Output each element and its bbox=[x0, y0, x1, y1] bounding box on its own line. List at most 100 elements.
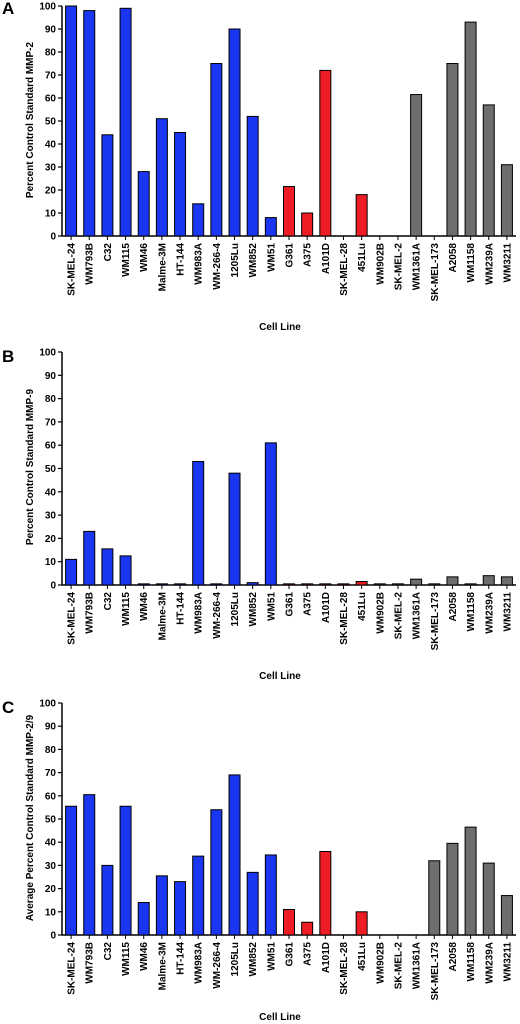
y-tick-label-a: 40 bbox=[45, 140, 57, 151]
bar-b bbox=[119, 555, 132, 586]
category-label-b: C32 bbox=[103, 592, 114, 611]
y-tick-label-b: 60 bbox=[45, 441, 57, 452]
category-label-c: SK-MEL-2 bbox=[393, 942, 404, 990]
category-label-c: WM115 bbox=[121, 942, 132, 976]
category-label-c: WM51 bbox=[266, 942, 277, 971]
y-tick-label-b: 80 bbox=[45, 394, 57, 405]
category-label-a: WM46 bbox=[139, 243, 150, 272]
category-label-b: SK-MEL-173 bbox=[430, 592, 441, 651]
panel-letter-a: A bbox=[2, 0, 14, 18]
category-label-b: WM115 bbox=[121, 592, 132, 626]
category-label-a: WM115 bbox=[121, 243, 132, 277]
category-label-c: WM983A bbox=[194, 942, 205, 984]
y-tick-label-a: 80 bbox=[45, 48, 57, 59]
category-label-c: WM1361A bbox=[412, 942, 423, 989]
y-tick-label-c: 10 bbox=[45, 907, 57, 918]
y-tick-label-a: 50 bbox=[45, 117, 57, 128]
bar-b bbox=[500, 576, 513, 586]
y-axis-label-c: Average Percent Control Standard MMP-2/9 bbox=[25, 714, 36, 921]
y-tick-label-c: 20 bbox=[45, 884, 57, 895]
category-label-c: 1205Lu bbox=[230, 942, 241, 976]
bar-a bbox=[246, 115, 259, 237]
bar-c bbox=[283, 908, 295, 936]
bar-c bbox=[119, 805, 132, 936]
category-label-c: Malme-3M bbox=[157, 942, 168, 990]
bar-c bbox=[301, 921, 314, 936]
category-label-c: WM-266-4 bbox=[212, 942, 223, 989]
category-label-b: WM51 bbox=[266, 592, 277, 621]
bar-a bbox=[192, 203, 205, 237]
category-label-a: SK-MEL-2 bbox=[393, 243, 404, 291]
y-tick-label-b: 30 bbox=[45, 511, 57, 522]
category-label-a: WM1158 bbox=[466, 243, 477, 283]
bar-a bbox=[410, 94, 423, 237]
bar-b bbox=[174, 583, 187, 586]
bar-c bbox=[446, 842, 459, 936]
category-label-c: HT-144 bbox=[176, 942, 187, 975]
category-label-a: G361 bbox=[285, 243, 296, 268]
bar-a bbox=[301, 212, 314, 237]
bar-a bbox=[210, 63, 223, 237]
category-label-b: SK-MEL-24 bbox=[67, 592, 78, 645]
category-label-c: WM1158 bbox=[466, 942, 477, 982]
category-label-a: SK-MEL-173 bbox=[430, 243, 441, 302]
bar-a bbox=[319, 69, 332, 237]
category-label-c: WM239A bbox=[484, 942, 495, 984]
y-tick-label-b: 20 bbox=[45, 534, 57, 545]
category-label-a: SK-MEL-28 bbox=[339, 243, 350, 296]
bar-c bbox=[500, 895, 513, 936]
bar-b bbox=[482, 575, 495, 586]
bar-b bbox=[210, 583, 223, 586]
y-tick-label-a: 30 bbox=[45, 163, 57, 174]
panel-letter-c: C bbox=[2, 698, 14, 717]
bar-b bbox=[83, 530, 96, 586]
y-tick-label-c: 60 bbox=[45, 791, 57, 802]
category-label-a: HT-144 bbox=[176, 243, 187, 276]
category-label-b: HT-144 bbox=[176, 592, 187, 625]
bar-a bbox=[264, 217, 277, 237]
bar-c bbox=[264, 854, 277, 936]
plot-b: 0 10 20 30 40 50 60 70 80 90 100 SK-MEL-24 WM793B C32… bbox=[39, 348, 516, 651]
bar-a bbox=[482, 104, 495, 237]
bar-c bbox=[192, 855, 205, 936]
category-label-c: G361 bbox=[285, 942, 296, 967]
bar-b bbox=[65, 558, 78, 586]
y-tick-label-b: 90 bbox=[45, 371, 57, 382]
bar-a bbox=[283, 186, 295, 237]
panel-b: B Percent Control Standard MMP-9 Cell Li… bbox=[2, 347, 516, 682]
bar-b bbox=[410, 578, 423, 586]
category-label-b: WM793B bbox=[85, 592, 96, 634]
category-label-c: WM3211 bbox=[502, 942, 513, 982]
bar-b bbox=[428, 583, 441, 586]
category-label-b: SK-MEL-2 bbox=[393, 592, 404, 640]
bar-c bbox=[155, 875, 168, 936]
bar-b bbox=[319, 583, 332, 586]
bar-a bbox=[83, 10, 96, 237]
bar-a bbox=[228, 28, 241, 237]
category-label-c: SK-MEL-173 bbox=[430, 942, 441, 1001]
category-label-a: WM239A bbox=[484, 243, 495, 285]
category-label-a: 451Lu bbox=[357, 243, 368, 272]
bar-a bbox=[137, 171, 150, 237]
bar-b bbox=[464, 583, 477, 586]
category-label-b: WM239A bbox=[484, 592, 495, 634]
category-label-a: C32 bbox=[103, 243, 114, 262]
category-label-c: SK-MEL-24 bbox=[67, 942, 78, 995]
bar-c bbox=[101, 864, 114, 936]
bar-c bbox=[246, 871, 259, 936]
category-label-b: Malme-3M bbox=[157, 592, 168, 640]
bar-a bbox=[101, 134, 114, 237]
y-tick-label-b: 40 bbox=[45, 487, 57, 498]
category-label-a: WM983A bbox=[194, 243, 205, 285]
bar-a bbox=[174, 132, 187, 237]
bar-c bbox=[464, 826, 477, 936]
y-tick-label-c: 100 bbox=[39, 699, 56, 710]
bar-a bbox=[500, 164, 513, 237]
category-label-b: A375 bbox=[303, 592, 314, 616]
category-label-c: WM793B bbox=[85, 942, 96, 984]
category-label-c: C32 bbox=[103, 942, 114, 961]
y-tick-label-a: 20 bbox=[45, 186, 57, 197]
category-label-c: 451Lu bbox=[357, 942, 368, 971]
y-tick-label-c: 40 bbox=[45, 838, 57, 849]
